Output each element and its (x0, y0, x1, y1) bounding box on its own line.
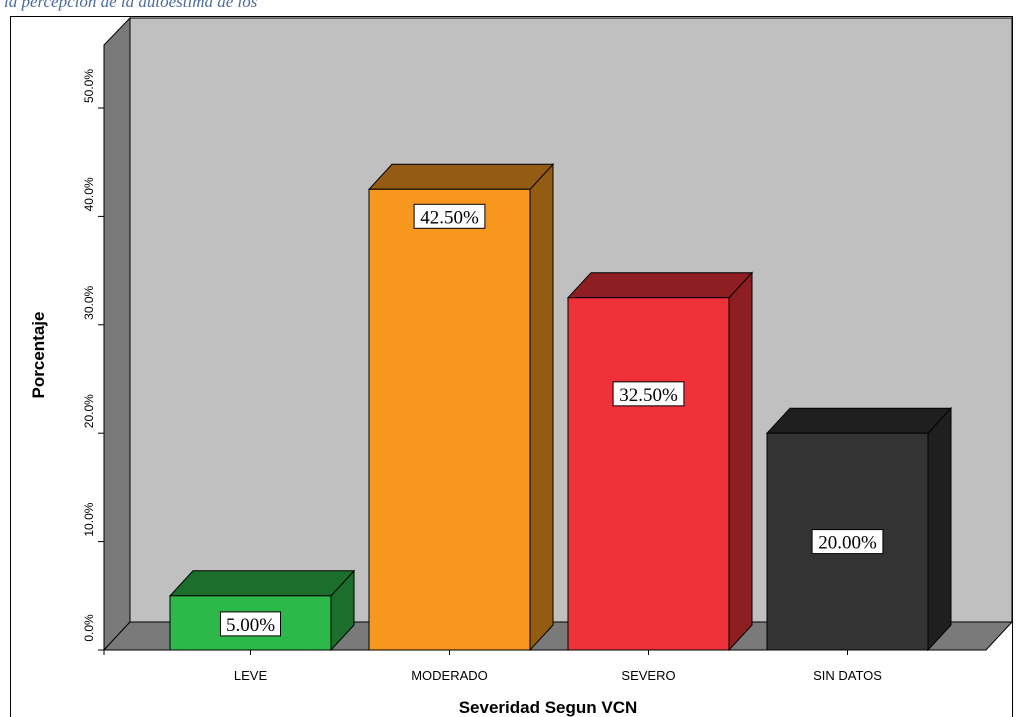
bar-leve: 5.00% (168, 569, 356, 652)
figure-caption: la percepción de la autoestima de los (4, 0, 258, 11)
bar-front (567, 297, 730, 651)
bar-severo: 32.50% (566, 271, 754, 652)
x-axis-categories: LEVE MODERADO SEVERO SIN DATOS (234, 650, 882, 683)
bar-top (168, 570, 356, 597)
data-label-box (220, 611, 281, 637)
bar-top (367, 163, 555, 190)
x-category-label: SEVERO (621, 668, 675, 683)
bar-moderado: 42.50% (367, 163, 555, 652)
bar-side (927, 406, 952, 652)
y-tick-label: 20.0% (82, 394, 96, 428)
bars-group: 5.00% 42.50% 32.50% 20.00% (168, 163, 953, 652)
bar-top (765, 407, 953, 434)
bar-sin-datos: 20.00% (765, 406, 953, 652)
x-category-label: SIN DATOS (813, 668, 882, 683)
data-label-box (612, 381, 685, 407)
x-category-label: LEVE (234, 668, 268, 683)
y-axis-ticks: 0.0% 10.0% 20.0% 30.0% 40.0% 50.0% (82, 69, 104, 651)
y-tick-label: 50.0% (82, 69, 96, 103)
data-label-box (811, 529, 884, 555)
y-tick-label: 40.0% (82, 177, 96, 211)
x-category-label: MODERADO (411, 668, 488, 683)
data-label: 20.00% (818, 533, 877, 554)
chart-side-wall (103, 16, 131, 652)
y-tick-label: 10.0% (82, 502, 96, 536)
bar-side (728, 271, 753, 652)
bar-top (566, 272, 754, 299)
y-tick-label: 30.0% (82, 285, 96, 319)
x-axis-title: Severidad Segun VCN (459, 698, 638, 717)
data-label: 5.00% (226, 615, 275, 636)
bar-side (529, 163, 554, 652)
data-label: 42.50% (420, 207, 479, 228)
y-axis-title: Porcentaje (29, 312, 48, 399)
data-label-box (413, 203, 486, 229)
bar-front (368, 188, 531, 651)
data-label: 32.50% (619, 385, 678, 406)
y-tick-label: 0.0% (82, 614, 96, 642)
